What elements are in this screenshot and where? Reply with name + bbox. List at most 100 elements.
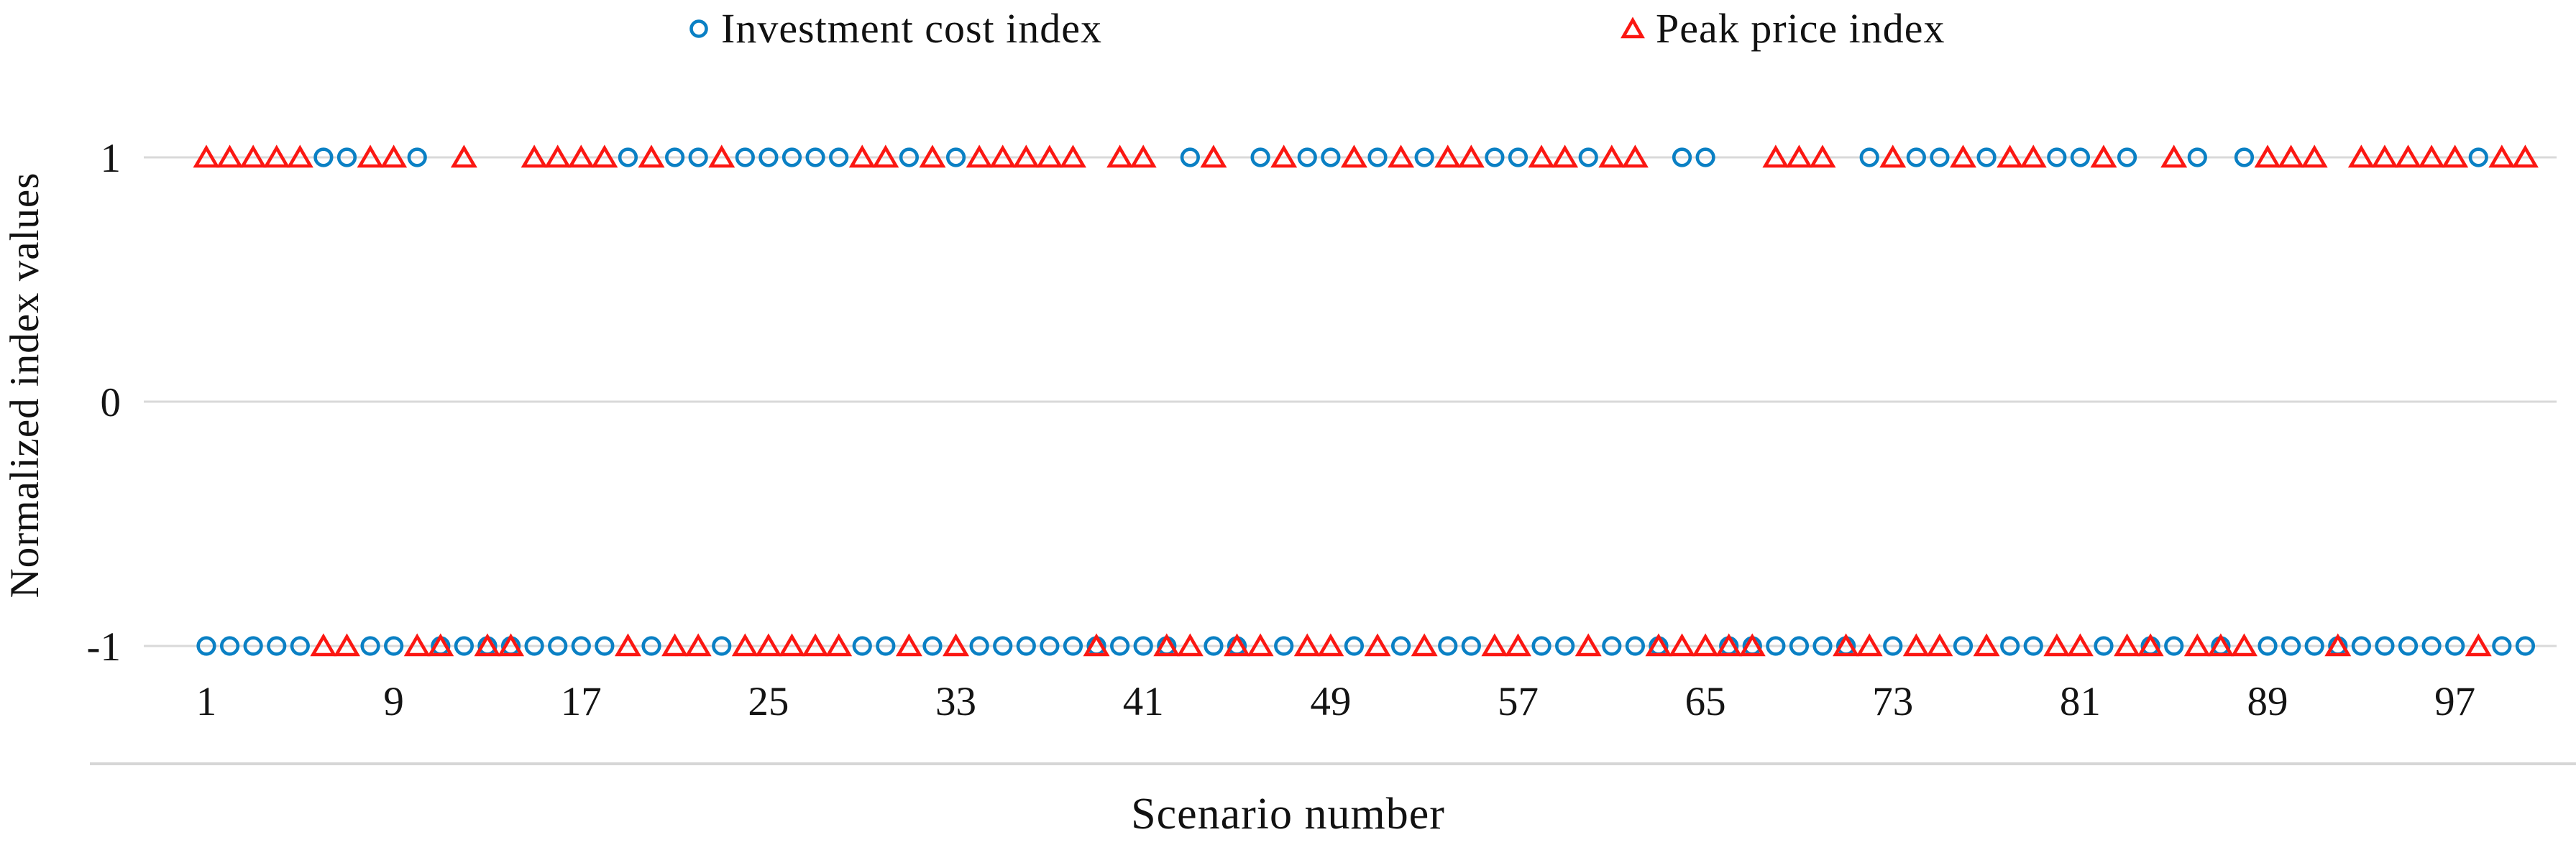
marker-circle [829,147,849,167]
triangle-marker-icon [1621,16,1645,38]
marker-circle [781,147,802,167]
marker-triangle [1997,144,2024,168]
x-tick-label: 73 [1872,679,1913,724]
marker-circle [1438,636,1458,656]
marker-triangle [1388,144,1415,168]
marker-circle [2421,636,2442,656]
y-tick-label: 1 [101,136,122,181]
marker-triangle [895,633,922,657]
marker-circle [1461,636,1481,656]
marker-circle [1390,636,1411,656]
marker-triangle [872,144,899,168]
marker-triangle [263,144,290,168]
marker-circle [2468,147,2488,167]
legend-label: Peak price index [1656,5,1945,52]
marker-triangle [1692,633,1719,657]
marker-circle [1508,147,1528,167]
marker-circle [993,636,1013,656]
marker-triangle [1247,633,1274,657]
marker-circle [571,636,591,656]
marker-triangle [1481,633,1508,657]
marker-triangle [1504,633,1531,657]
marker-triangle [216,144,244,168]
marker-circle [805,147,825,167]
marker-triangle [1270,144,1298,168]
marker-triangle [1317,633,1344,657]
marker-circle [735,147,755,167]
marker-triangle [1457,144,1485,168]
marker-circle [1672,147,1692,167]
marker-circle [1274,636,1294,656]
marker-triangle [357,144,384,168]
marker-circle [969,636,989,656]
marker-circle [1180,147,1200,167]
marker-circle [1110,636,1130,656]
marker-triangle [1129,144,1157,168]
marker-circle [2281,636,2301,656]
marker-triangle [614,633,641,657]
marker-circle [2047,147,2067,167]
marker-triangle [239,144,267,168]
marker-circle [1250,147,1270,167]
marker-triangle [567,144,595,168]
marker-triangle [2301,144,2328,168]
marker-triangle [2207,633,2234,657]
marker-circle [688,147,708,167]
marker-circle [524,636,544,656]
marker-circle [2258,636,2278,656]
marker-circle [1321,147,1341,167]
marker-triangle [1856,633,1883,657]
marker-circle [1625,636,1645,656]
marker-circle [1812,636,1833,656]
marker-circle [2445,636,2465,656]
marker-circle [1016,636,1036,656]
marker-circle [2234,147,2255,167]
marker-triangle [661,633,689,657]
marker-triangle [1575,633,1602,657]
circle-marker-icon [689,19,708,38]
marker-triangle [380,144,408,168]
y-tick-label: 0 [101,380,122,425]
marker-circle [2515,636,2536,656]
marker-circle [2000,636,2020,656]
marker-triangle [2137,633,2164,657]
marker-circle [290,636,310,656]
marker-triangle [2465,633,2492,657]
marker-circle [945,147,966,167]
marker-triangle [2324,633,2352,657]
marker-triangle [684,633,712,657]
marker-triangle [2114,633,2141,657]
legend-item-investment-cost-index: Investment cost index [687,4,1102,52]
marker-circle [243,636,263,656]
marker-triangle [544,144,572,168]
marker-circle [1859,147,1879,167]
marker-triangle [1809,144,1836,168]
marker-circle [852,636,872,656]
x-tick-label: 17 [561,679,602,724]
marker-triangle [591,144,618,168]
marker-circle [2398,636,2419,656]
marker-triangle [193,144,220,168]
marker-triangle [989,144,1017,168]
marker-triangle [1528,144,1555,168]
x-axis-title: Scenario number [1131,790,1445,839]
marker-circle [454,636,474,656]
x-tick-label: 49 [1310,679,1351,724]
marker-triangle [1059,144,1086,168]
marker-triangle [450,144,477,168]
x-tick-label: 89 [2247,679,2288,724]
marker-circle [595,636,615,656]
marker-circle [1695,147,1715,167]
marker-triangle [1224,633,1251,657]
marker-triangle [1879,144,1907,168]
x-tick-label: 25 [748,679,789,724]
marker-triangle [1738,633,1766,657]
marker-triangle [521,144,548,168]
marker-triangle [2254,144,2281,168]
marker-circle [1930,147,1950,167]
marker-circle [618,147,638,167]
marker-triangle [943,633,970,657]
marker-triangle [638,144,665,168]
marker-circle [1485,147,1505,167]
